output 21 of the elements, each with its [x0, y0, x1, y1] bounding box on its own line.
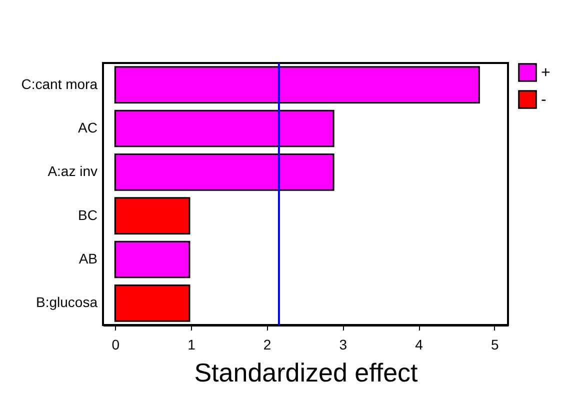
y-tick-label: C:cant mora — [21, 76, 98, 92]
x-axis-title: Standardized effect — [194, 358, 419, 388]
x-tick-label: 4 — [415, 336, 424, 352]
bar — [114, 197, 190, 234]
legend-label: - — [541, 92, 546, 108]
y-tick-label: AB — [78, 250, 98, 266]
bar — [114, 284, 190, 322]
bar — [114, 110, 334, 148]
y-tick-label: BC — [78, 206, 98, 223]
y-tick-label: B:glucosa — [36, 294, 98, 310]
bar — [114, 154, 334, 191]
x-tick-label: 1 — [188, 336, 196, 352]
legend-label: + — [541, 64, 550, 82]
x-tick-label: 2 — [263, 336, 272, 352]
x-tick-label: 5 — [490, 336, 499, 352]
y-tick-label: AC — [78, 120, 98, 136]
y-tick-label: A:az inv — [48, 163, 98, 180]
bar — [114, 240, 190, 278]
bar — [114, 66, 480, 104]
x-tick-label: 0 — [112, 336, 120, 352]
x-tick-label: 3 — [339, 336, 348, 352]
